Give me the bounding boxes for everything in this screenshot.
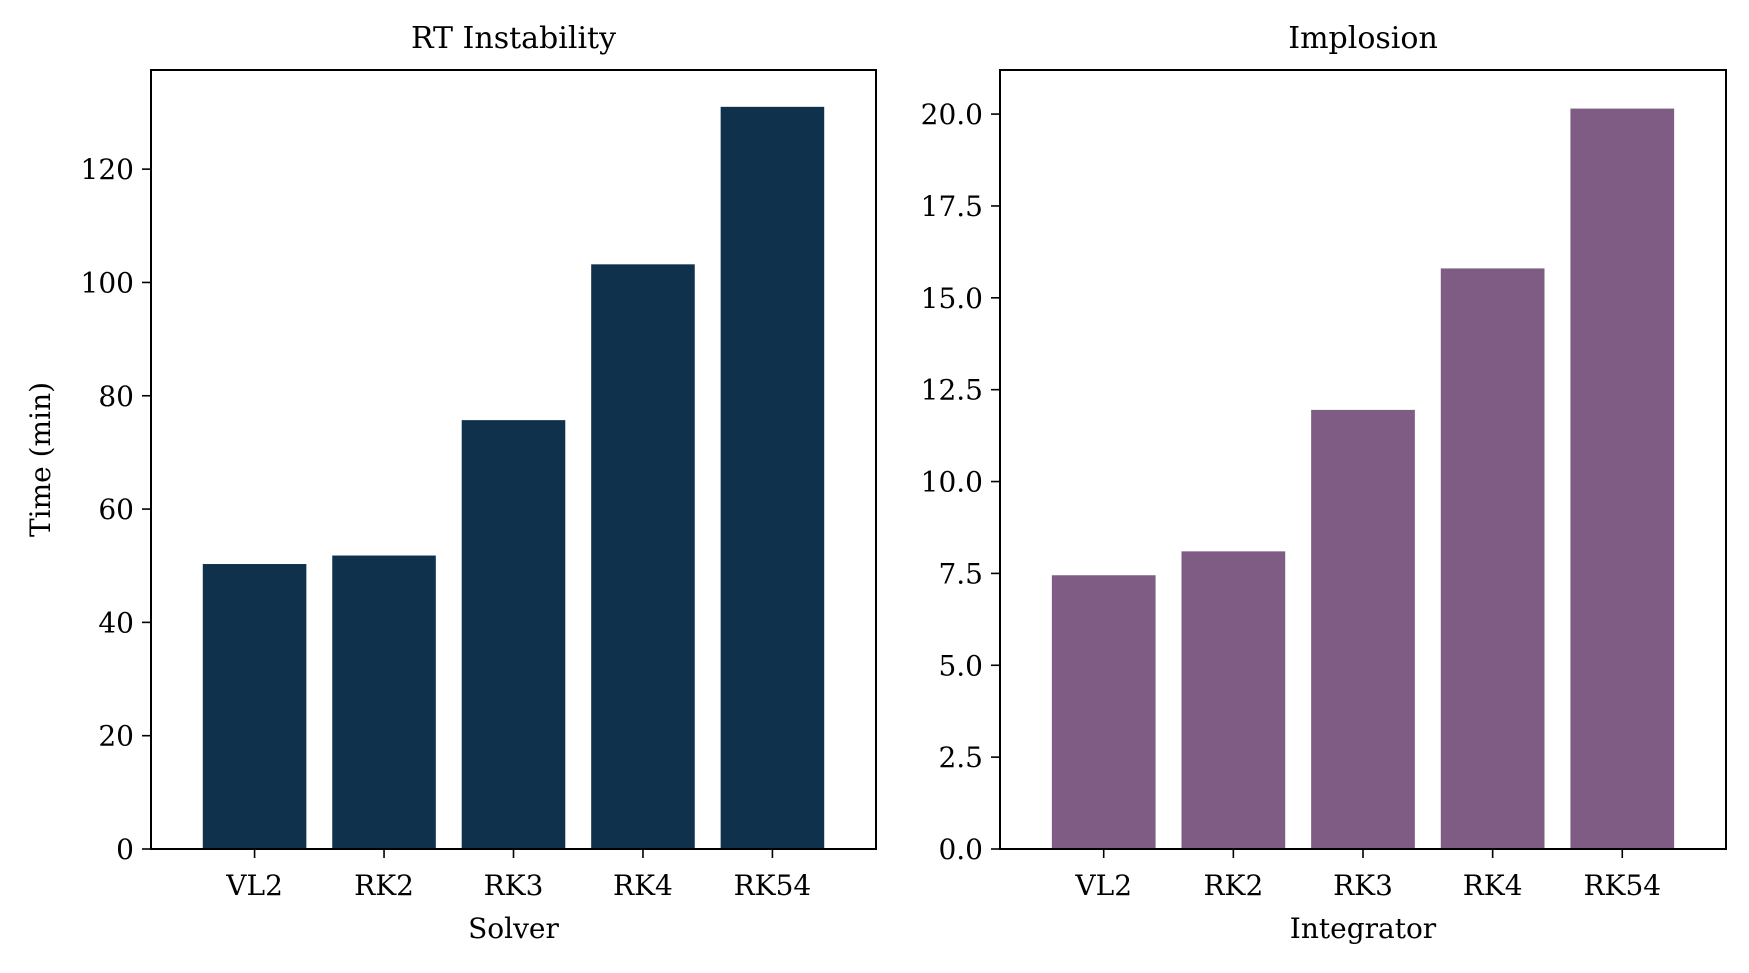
y-tick-label: 17.5 <box>921 190 983 223</box>
bar-rk3 <box>1311 409 1415 849</box>
x-axis-label: Integrator <box>1290 912 1437 945</box>
y-tick-label: 40 <box>98 606 134 639</box>
x-tick-label: RK4 <box>1463 869 1523 902</box>
y-tick-label: 5.0 <box>938 649 983 682</box>
bar-rk3 <box>461 420 566 849</box>
y-tick-label: 10.0 <box>921 466 983 499</box>
y-tick-label: 0 <box>116 833 134 866</box>
x-tick-label: RK54 <box>734 869 812 902</box>
y-tick-label: 0.0 <box>938 833 983 866</box>
y-tick-label: 20 <box>98 720 134 753</box>
x-tick-label: RK3 <box>484 869 544 902</box>
bar-rk2 <box>332 555 436 849</box>
x-tick-label: VL2 <box>1074 869 1132 902</box>
bar-rk54 <box>720 106 825 849</box>
bar-rk2 <box>1181 551 1286 849</box>
chart-title: RT Instability <box>411 21 616 56</box>
bar-rk4 <box>1440 268 1545 849</box>
chart-implosion: VL2 RK2 RK3 RK4 RK54 0.0 2.5 5.0 7.5 10.0 12.5 15.0… <box>921 21 1727 945</box>
bar-rk4 <box>591 264 695 850</box>
x-tick-label: RK2 <box>354 869 414 902</box>
bar-vl2 <box>1051 575 1156 849</box>
y-tick-label: 60 <box>98 493 134 526</box>
x-tick-label: VL2 <box>225 869 283 902</box>
bar-rk54 <box>1570 108 1675 849</box>
bar-vl2 <box>202 564 307 849</box>
x-tick-label: RK3 <box>1333 869 1393 902</box>
chart-rt-instability: VL2 RK2 RK3 RK4 RK54 0 20 40 60 80 100 120 RT Instab… <box>24 21 877 945</box>
y-tick-label: 7.5 <box>938 557 983 590</box>
x-tick-label: RK2 <box>1203 869 1263 902</box>
x-tick-label: RK4 <box>613 869 673 902</box>
chart-title: Implosion <box>1288 21 1438 56</box>
y-tick-label: 2.5 <box>938 741 983 774</box>
x-axis-label: Solver <box>468 912 559 945</box>
y-tick-label: 15.0 <box>921 282 983 315</box>
y-tick-label: 120 <box>81 153 134 186</box>
y-tick-label: 20.0 <box>921 98 983 131</box>
y-tick-label: 100 <box>81 266 134 299</box>
y-axis-label: Time (min) <box>24 382 57 537</box>
y-tick-label: 80 <box>98 380 134 413</box>
y-tick-label: 12.5 <box>921 374 983 407</box>
x-tick-label: RK54 <box>1583 869 1661 902</box>
